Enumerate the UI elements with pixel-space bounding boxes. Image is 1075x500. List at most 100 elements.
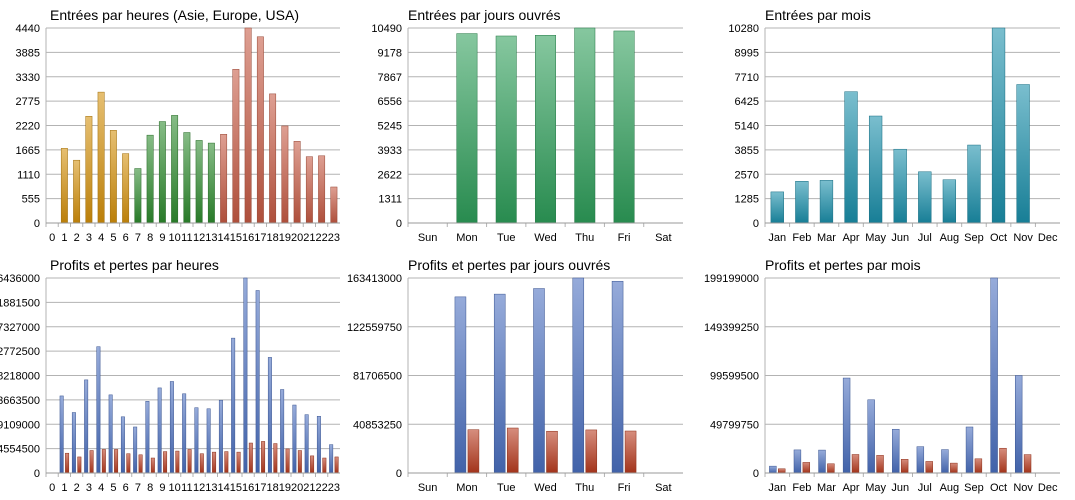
x-tick-label: Sat	[655, 482, 672, 494]
y-tick-label: 2775	[16, 96, 40, 108]
bar	[232, 69, 240, 224]
x-tick-label: Sun	[418, 232, 438, 244]
profit-bar	[59, 395, 64, 474]
chart-title: Profits et pertes par mois	[765, 257, 921, 273]
loss-bar	[187, 449, 192, 474]
x-tick-label: Wed	[534, 482, 556, 494]
y-tick-label: 2570	[735, 169, 759, 181]
x-tick-label: Sep	[964, 232, 984, 244]
profit-bar	[206, 408, 211, 474]
y-tick-label: 2220	[16, 121, 40, 133]
y-tick-label: 0	[396, 468, 402, 480]
profit-bar	[218, 399, 223, 474]
profit-bar	[818, 449, 826, 474]
x-tick-label: 14	[218, 482, 230, 494]
loss-bar	[827, 463, 835, 474]
profit-bar	[71, 412, 76, 474]
profit-bar	[769, 465, 777, 474]
x-tick-label: 15	[230, 482, 242, 494]
y-tick-label: 81706500	[353, 371, 402, 383]
bar	[293, 141, 301, 224]
loss-bar	[65, 452, 70, 474]
profit-bar	[182, 393, 187, 474]
bar	[942, 179, 957, 224]
x-tick-label: 9	[159, 482, 165, 494]
bar	[1016, 84, 1030, 224]
x-tick-label: 6	[123, 482, 129, 494]
x-tick-label: Sun	[418, 482, 438, 494]
x-tick-label: 9	[159, 232, 165, 244]
y-tick-label: 9109000	[0, 419, 40, 431]
profit-bar	[267, 357, 272, 474]
x-tick-label: 11	[181, 482, 192, 494]
x-tick-label: Nov	[1013, 232, 1033, 244]
y-tick-label: 5140	[735, 121, 759, 133]
bar	[535, 35, 556, 224]
y-tick-label: 7710	[735, 72, 759, 84]
y-tick-label: 1285	[735, 194, 759, 206]
bar	[85, 116, 93, 224]
y-tick-label: 40853250	[353, 419, 402, 431]
y-tick-label: 0	[396, 218, 402, 230]
x-tick-label: Mon	[456, 482, 477, 494]
chart-pnl-by-hour: Profits et pertes par heures 0 4554500 910…	[0, 250, 350, 500]
chart-title: Entrées par heures (Asie, Europe, USA)	[50, 7, 300, 23]
bar	[330, 186, 338, 224]
y-tick-label: 18218000	[0, 371, 40, 383]
bar	[281, 125, 289, 224]
loss-bar	[236, 451, 241, 474]
bar	[991, 27, 1006, 224]
x-tick-label: 12	[193, 482, 205, 494]
x-tick-label: May	[865, 482, 886, 494]
bar	[207, 142, 215, 224]
profit-bar	[120, 416, 125, 474]
loss-bar	[900, 459, 909, 474]
chart-canvas: 0 49799750 99599500 149399250 199199000 Jan Fe…	[704, 273, 1060, 494]
loss-bar	[876, 455, 884, 474]
y-tick-label: 10490	[371, 23, 402, 35]
loss-bar	[199, 453, 204, 474]
y-tick-label: 4440	[16, 23, 40, 35]
profit-bar	[145, 401, 150, 474]
bar	[122, 153, 130, 224]
profit-bar	[965, 426, 974, 474]
x-tick-label: 0	[49, 482, 55, 494]
profit-bar	[842, 377, 851, 474]
x-tick-label: 11	[181, 232, 192, 244]
profit-bar	[867, 399, 875, 474]
x-tick-label: Fri	[618, 232, 631, 244]
x-tick-label: Dec	[1038, 482, 1058, 494]
x-tick-label: 13	[205, 232, 217, 244]
x-tick-label: Wed	[534, 232, 556, 244]
profit-bar	[454, 296, 467, 474]
profit-bar	[169, 381, 174, 474]
profit-bar	[892, 428, 900, 474]
profit-bar	[157, 387, 162, 474]
x-tick-label: May	[865, 232, 886, 244]
x-tick-label: 7	[135, 232, 141, 244]
profit-bar	[133, 426, 138, 474]
x-tick-label: 1	[61, 232, 67, 244]
loss-bar	[89, 450, 94, 474]
loss-bar	[802, 462, 811, 474]
x-tick-label: 8	[147, 232, 153, 244]
y-tick-label: 0	[34, 468, 40, 480]
profit-bar	[84, 379, 89, 474]
loss-bar	[624, 430, 637, 474]
profit-bar	[280, 389, 285, 474]
x-tick-label: Apr	[842, 232, 859, 244]
y-tick-label: 4554500	[0, 444, 40, 456]
y-tick-label: 1110	[17, 169, 40, 181]
chart-pnl-by-weekday: Profits et pertes par jours ouvrés 0 4085…	[347, 250, 710, 500]
loss-bar	[114, 449, 119, 474]
bar	[269, 93, 277, 224]
chart-canvas: 0 1285 2570 3855 5140 6425 7710 8995 10280 Jan Feb…	[728, 23, 1060, 244]
y-tick-label: 31881500	[0, 297, 40, 309]
x-tick-label: 14	[218, 232, 230, 244]
x-tick-label: 23	[328, 482, 340, 494]
loss-bar	[322, 457, 327, 474]
x-tick-label: Feb	[792, 482, 811, 494]
profit-bar	[316, 416, 321, 474]
